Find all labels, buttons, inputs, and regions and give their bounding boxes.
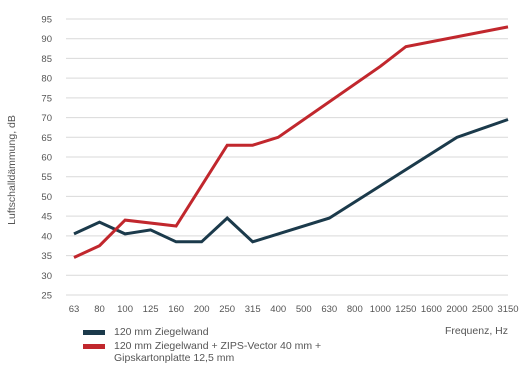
y-tick-label: 35 — [41, 251, 52, 262]
x-tick-label: 2500 — [472, 304, 493, 315]
x-tick-label: 630 — [321, 304, 337, 315]
y-tick-label: 60 — [41, 153, 52, 164]
x-axis-label: Frequenz, Hz — [445, 325, 508, 337]
y-tick-labels: 25 30 35 40 45 50 55 60 65 70 75 80 85 90 95 — [41, 15, 52, 302]
legend-swatch-series-2 — [83, 344, 105, 349]
y-tick-label: 85 — [41, 54, 52, 65]
x-tick-label: 800 — [347, 304, 363, 315]
legend-label-series-1: 120 mm Ziegelwand — [114, 326, 209, 338]
x-tick-label: 80 — [94, 304, 105, 315]
y-tick-label: 50 — [41, 192, 52, 203]
series-layer — [73, 25, 509, 259]
grid-layer — [66, 18, 508, 296]
series-line-2 — [73, 25, 509, 259]
x-tick-label: 315 — [245, 304, 261, 315]
x-tick-label: 250 — [219, 304, 235, 315]
legend-item-series-1: 120 mm Ziegelwand — [83, 326, 394, 338]
x-tick-label: 2000 — [446, 304, 467, 315]
y-tick-label: 65 — [41, 133, 52, 144]
x-tick-label: 400 — [270, 304, 286, 315]
x-tick-label: 63 — [69, 304, 80, 315]
legend-swatch-series-1 — [83, 330, 105, 335]
y-tick-label: 45 — [41, 212, 52, 223]
y-tick-label: 90 — [41, 34, 52, 45]
x-tick-label: 1250 — [395, 304, 416, 315]
y-tick-label: 30 — [41, 271, 52, 282]
series-line-1 — [73, 118, 509, 244]
legend-item-series-2: 120 mm Ziegelwand + ZIPS-Vector 40 mm + … — [83, 340, 394, 364]
y-tick-label: 95 — [41, 15, 52, 26]
y-axis-label: Luftschalldämmung, dB — [6, 115, 18, 225]
y-tick-label: 70 — [41, 113, 52, 124]
x-tick-label: 500 — [296, 304, 312, 315]
legend-label-series-2: 120 mm Ziegelwand + ZIPS-Vector 40 mm + … — [114, 340, 322, 364]
x-tick-labels: 63 80 100 125 160 200 250 315 400 500 630 800 1000 12… — [69, 304, 519, 315]
x-tick-label: 200 — [194, 304, 210, 315]
y-tick-label: 55 — [41, 172, 52, 183]
y-tick-label: 25 — [41, 291, 52, 302]
y-tick-label: 80 — [41, 74, 52, 85]
x-tick-label: 100 — [117, 304, 133, 315]
x-tick-label: 3150 — [497, 304, 518, 315]
y-tick-label: 40 — [41, 231, 52, 242]
x-tick-label: 160 — [168, 304, 184, 315]
y-tick-label: 75 — [41, 93, 52, 104]
legend: 120 mm Ziegelwand 120 mm Ziegelwand + ZI… — [83, 326, 394, 366]
x-tick-label: 1000 — [370, 304, 391, 315]
x-tick-label: 125 — [143, 304, 159, 315]
x-tick-label: 1600 — [421, 304, 442, 315]
